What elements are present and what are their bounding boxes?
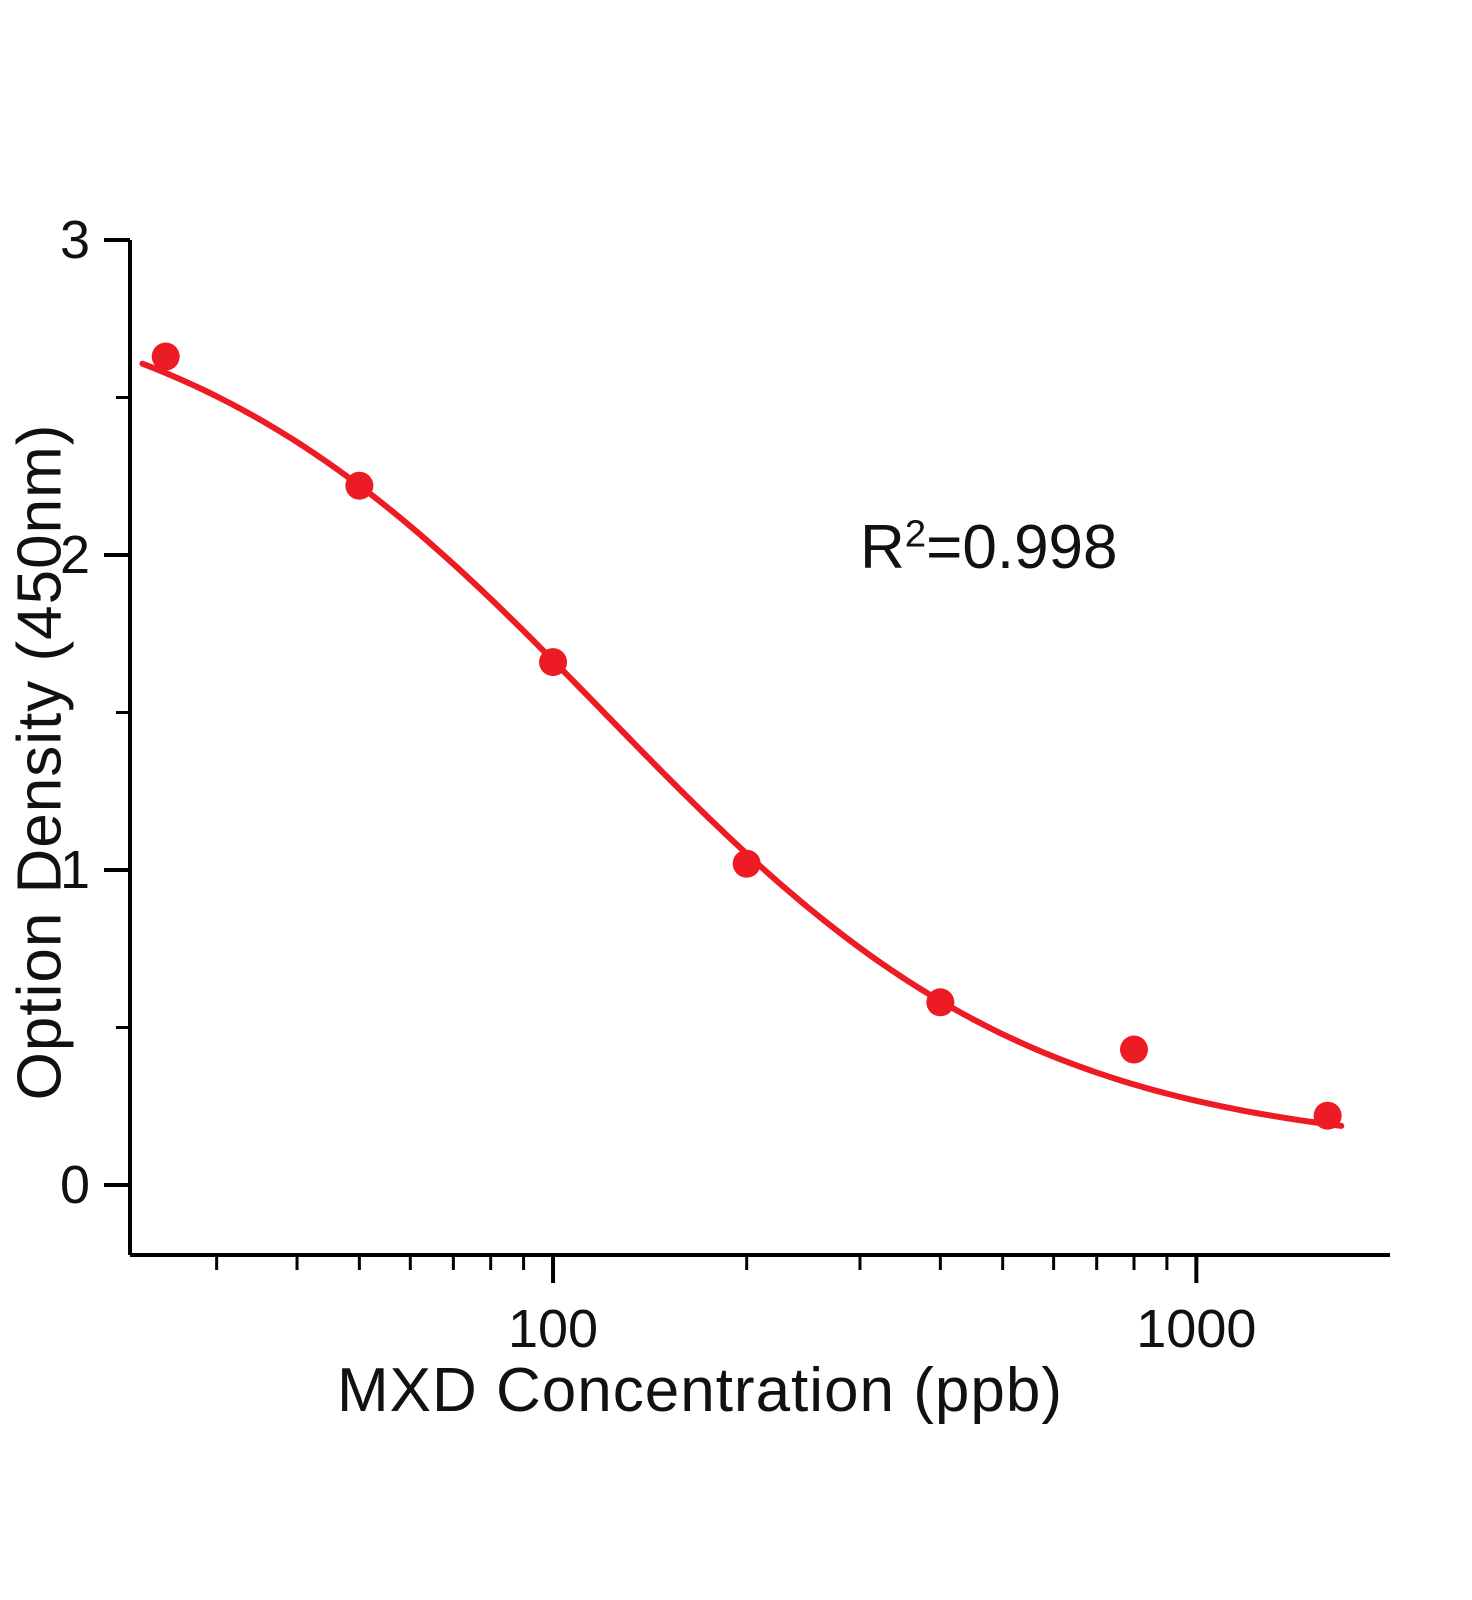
x-axis-title: MXD Concentration (ppb) [337,1356,1063,1425]
data-point [1313,1101,1342,1130]
data-point [539,648,568,677]
data-point [926,988,955,1017]
y-tick-label: 0 [60,1155,90,1215]
y-tick-label: 2 [60,525,90,585]
r-squared-value: =0.998 [926,513,1118,582]
data-point [345,471,374,500]
x-tick-label: 100 [508,1299,598,1359]
x-tick-label: 1000 [1136,1299,1256,1359]
y-axis-title: Option Density (450nm) [5,423,75,1101]
r-squared-exponent: 2 [904,512,927,556]
r-squared-base: R [860,513,905,582]
fit-curve [139,360,1345,1129]
data-point [732,849,761,878]
r-squared-annotation: R2=0.998 [860,512,1118,583]
data-point [1119,1035,1148,1064]
y-tick-label: 1 [60,840,90,900]
y-tick-label: 3 [60,210,90,270]
data-point [151,342,180,371]
